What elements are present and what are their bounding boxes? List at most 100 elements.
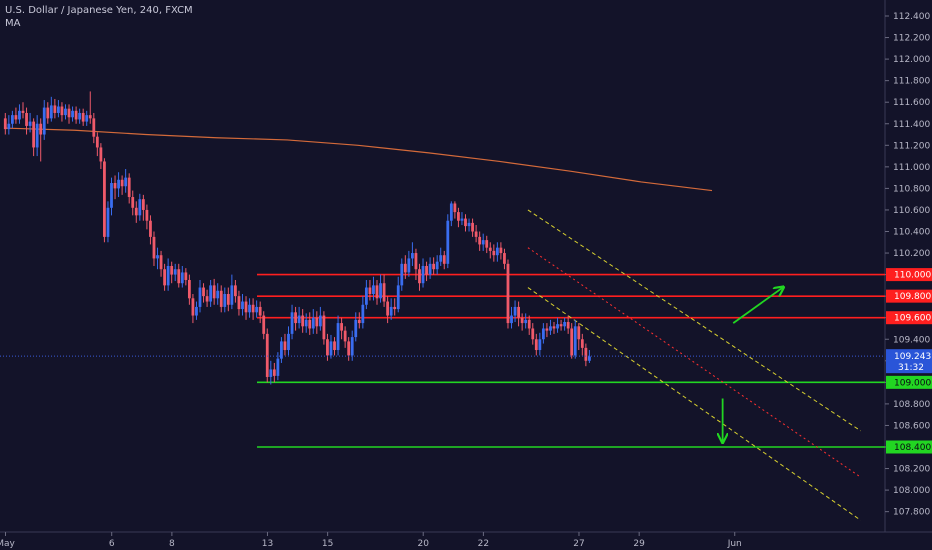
candle [570, 323, 574, 359]
price-tick-label: 110.600 [893, 206, 930, 216]
candle [42, 100, 46, 140]
candle-body [95, 136, 99, 148]
candle [223, 287, 227, 313]
candle-body [152, 236, 156, 259]
candle-body [226, 293, 230, 305]
candle [340, 317, 343, 340]
candle [343, 326, 347, 348]
candle-body [113, 183, 117, 189]
candle [39, 118, 43, 162]
candle [265, 328, 269, 383]
price-tick-label: 110.800 [893, 184, 930, 194]
candle [311, 309, 315, 334]
candle-body [418, 269, 421, 284]
candle-body [216, 290, 220, 299]
candle [308, 312, 312, 335]
candle-body [403, 263, 407, 273]
time-tick-label: Jun [727, 539, 742, 549]
candle-body [60, 106, 64, 116]
price-tick-label: 108.800 [893, 400, 930, 410]
candle-body [580, 339, 584, 348]
candle [499, 242, 503, 260]
candle [262, 311, 266, 340]
candle [336, 315, 340, 356]
candle-body [99, 147, 103, 162]
candle-body [131, 197, 135, 208]
candle-body [411, 253, 414, 259]
candle [513, 300, 517, 323]
time-tick-label: 29 [633, 539, 645, 549]
candle-body [506, 263, 510, 324]
candle-body [549, 326, 552, 331]
moving-average-line [3, 127, 713, 192]
candle [347, 337, 351, 361]
current-price-tag [886, 349, 932, 374]
candle [588, 350, 591, 363]
candle [3, 112, 7, 135]
candle [368, 279, 372, 301]
candle-body [439, 255, 443, 262]
candle [205, 289, 209, 307]
candle-body [244, 301, 248, 313]
candle-body [541, 328, 545, 340]
candle-body [400, 263, 404, 286]
candle-body [453, 203, 457, 213]
candle-body [301, 315, 305, 327]
candle [177, 263, 181, 288]
candle [432, 257, 436, 275]
candle [241, 293, 244, 316]
candle [428, 257, 432, 279]
price-tick-label: 108.000 [893, 486, 930, 496]
candle [527, 315, 531, 335]
descending-channel [527, 209, 861, 521]
candle-body [21, 110, 25, 113]
candle-body [474, 231, 478, 237]
candle-body [510, 315, 513, 324]
candle-body [577, 326, 581, 340]
candle [453, 201, 457, 219]
candle [95, 132, 99, 157]
candle [184, 268, 188, 286]
candle [297, 306, 301, 329]
candle [329, 334, 333, 359]
candle [492, 244, 496, 262]
channel-lower-line [527, 287, 861, 521]
candle-body [357, 319, 361, 324]
candle [481, 233, 485, 251]
candle-body [85, 115, 89, 122]
candle [549, 319, 552, 335]
candle-body [53, 105, 57, 113]
candle [258, 301, 262, 324]
candle-body [386, 301, 390, 316]
breakout-up-arrow [732, 288, 783, 324]
candle [361, 296, 365, 329]
time-tick-label: 22 [478, 539, 489, 549]
candle [315, 311, 319, 334]
indicator-label: MA [5, 18, 21, 29]
price-tick-label: 108.200 [893, 465, 930, 475]
candle-body [534, 339, 538, 351]
candle [28, 112, 32, 133]
candle-body [315, 317, 319, 327]
candle-body [230, 285, 234, 305]
candle [396, 276, 400, 313]
candle [517, 301, 520, 327]
candle-body [57, 106, 60, 113]
candle [471, 218, 474, 237]
candle-body [219, 290, 223, 307]
candle-body [442, 255, 446, 264]
candle [488, 242, 492, 259]
candle-body [25, 112, 28, 126]
candle [21, 102, 25, 119]
candle [354, 312, 358, 342]
candle-body [407, 258, 411, 273]
candle-body [276, 358, 280, 376]
candle [449, 201, 453, 227]
candle [439, 247, 443, 266]
candle-body [78, 112, 82, 120]
level-price-label: 109.800 [894, 292, 931, 302]
candle [99, 143, 103, 170]
candle-body [42, 107, 46, 135]
candle [290, 304, 294, 340]
